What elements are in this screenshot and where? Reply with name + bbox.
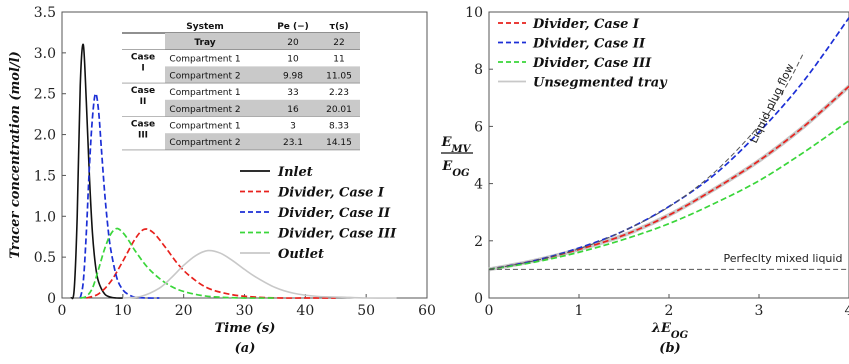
table-row-shade <box>165 66 360 84</box>
panel-b-xtick-label: 1 <box>575 303 584 319</box>
panel-b-series-divider-case-iii <box>488 119 849 271</box>
panel-b-ytick-label: 2 <box>474 234 483 250</box>
table-case-label: Case <box>131 86 155 96</box>
table-cell-tau: 11 <box>333 55 344 65</box>
table-cell-tau: 20.01 <box>326 105 352 115</box>
table-case-label: Case <box>131 53 155 63</box>
table-header-pe: Pe (−) <box>277 22 309 32</box>
legend-a-label-divider-case-ii: Divider, Case II <box>277 206 391 221</box>
panel-a-xtick-label: 60 <box>418 303 436 319</box>
panel-b-ytick-label: 6 <box>474 119 483 135</box>
table-cell-label: Compartment 1 <box>169 122 240 132</box>
parameter-table: System Pe (−) τ(s) Tray 20 22 Compartment 1… <box>122 20 360 151</box>
panel-b-xlabel: λEOG <box>651 321 689 341</box>
panel-a-ytick-label: 3.0 <box>34 46 56 62</box>
panel-a-xtick-label: 20 <box>175 303 193 319</box>
table-cell-pe: 16 <box>287 105 299 115</box>
table-cell-tau: 2.23 <box>329 88 349 98</box>
panel-a-xtick-label: 50 <box>357 303 375 319</box>
panel-b-series-liquid-plug-flow <box>488 51 805 270</box>
panel-b-ytick-label: 8 <box>474 62 483 78</box>
panel-a-xtick-label: 40 <box>296 303 314 319</box>
panel-a-legend: Inlet Divider, Case I Divider, Case II Divi… <box>240 165 397 262</box>
table-case-number: III <box>138 131 148 141</box>
table-cell-tau: 11.05 <box>326 71 352 81</box>
table-cell-tau: 8.33 <box>329 122 349 132</box>
table-cell-label: Compartment 1 <box>169 88 240 98</box>
panel-a-ytick-label: 3.5 <box>34 5 56 21</box>
table-cell-label: Compartment 2 <box>169 105 240 115</box>
legend-b-label-divider-case-i: Divider, Case I <box>532 17 640 32</box>
panel-b-ylabel-denominator: EOG <box>441 159 470 179</box>
table-cell-pe: 23.1 <box>283 138 303 148</box>
table-cell-label: Compartment 1 <box>169 55 240 65</box>
annotation-liquid-plug-flow: Liquid plug flow <box>747 62 797 146</box>
table-case-number: I <box>141 64 144 74</box>
legend-a-label-inlet: Inlet <box>277 165 313 180</box>
table-cell-label: Tray <box>194 38 215 48</box>
panel-b-xtick-label: 3 <box>755 303 764 319</box>
panel-a-label: (a) <box>235 341 256 356</box>
table-row-shade <box>165 99 360 117</box>
legend-b-label-unsegmented-tray: Unsegmented tray <box>533 76 668 91</box>
panel-a-ytick-label: 1.0 <box>34 209 56 225</box>
panel-a-ylabel: Tracer concentration (mol/l) <box>8 51 23 258</box>
panel-a-ytick-label: 2.0 <box>34 128 56 144</box>
table-header-system: System <box>186 22 224 32</box>
table-cell-label: Compartment 2 <box>169 71 240 81</box>
panel-a-series-inlet <box>70 43 123 300</box>
table-row-shade <box>165 133 360 150</box>
panel-b-xtick-label: 0 <box>485 303 494 319</box>
table-cell-tau: 22 <box>333 38 344 48</box>
panel-b-label: (b) <box>659 341 680 356</box>
panel-a-xlabel: Time (s) <box>215 321 276 336</box>
table-header-tau: τ(s) <box>329 22 348 32</box>
panel-a-xtick-label: 10 <box>114 303 132 319</box>
panel-b-ytick-label: 10 <box>465 5 483 21</box>
panel-b-ytick-label: 0 <box>474 291 483 307</box>
panel-b-series-divider-case-i <box>488 85 849 271</box>
panel-a: 0 10 20 30 40 50 60 0 0.5 1.0 1.5 2.0 2.5 3.0 3.5 Syst… <box>8 5 436 356</box>
panel-b-ylabel-numerator: EMV <box>441 135 472 155</box>
panel-b-ylabel: EMV EOG <box>441 135 473 179</box>
legend-a-label-divider-case-i: Divider, Case I <box>277 186 385 201</box>
table-cell-tau: 14.15 <box>326 138 352 148</box>
panel-b-series-unsegmented-tray <box>488 84 849 272</box>
legend-a-label-divider-case-iii: Divider, Case III <box>277 227 397 242</box>
table-cell-pe: 3 <box>290 122 296 132</box>
panel-a-ytick-label: 2.5 <box>34 87 56 103</box>
table-cell-pe: 33 <box>287 88 298 98</box>
panel-a-series-divider-case-ii <box>79 92 160 299</box>
panel-b-xtick-label: 4 <box>845 303 849 319</box>
table-case-number: II <box>140 97 147 107</box>
table-row-shade <box>165 33 360 50</box>
panel-b-legend: Divider, Case I Divider, Case II Divider, … <box>498 17 668 91</box>
panel-a-xtick-label: 0 <box>58 303 67 319</box>
annotation-perfectly-mixed: Perfeclty mixed liquid <box>724 252 843 265</box>
legend-b-label-divider-case-ii: Divider, Case II <box>532 37 646 52</box>
legend-b-label-divider-case-iii: Divider, Case III <box>532 56 652 71</box>
panel-a-series-outlet <box>122 249 397 299</box>
table-case-label: Case <box>131 120 155 130</box>
table-cell-pe: 20 <box>287 38 299 48</box>
panel-a-xtick-label: 30 <box>236 303 254 319</box>
panel-b-ytick-label: 4 <box>474 177 483 193</box>
panel-a-ytick-label: 0 <box>47 291 56 307</box>
table-cell-pe: 9.98 <box>283 71 303 81</box>
table-cell-pe: 10 <box>287 55 299 65</box>
table-cell-label: Compartment 2 <box>169 138 240 148</box>
panel-a-ytick-label: 1.5 <box>34 168 56 184</box>
panel-a-ytick-label: 0.5 <box>34 250 56 266</box>
legend-a-label-outlet: Outlet <box>278 247 324 262</box>
panel-b-xtick-label: 2 <box>665 303 674 319</box>
